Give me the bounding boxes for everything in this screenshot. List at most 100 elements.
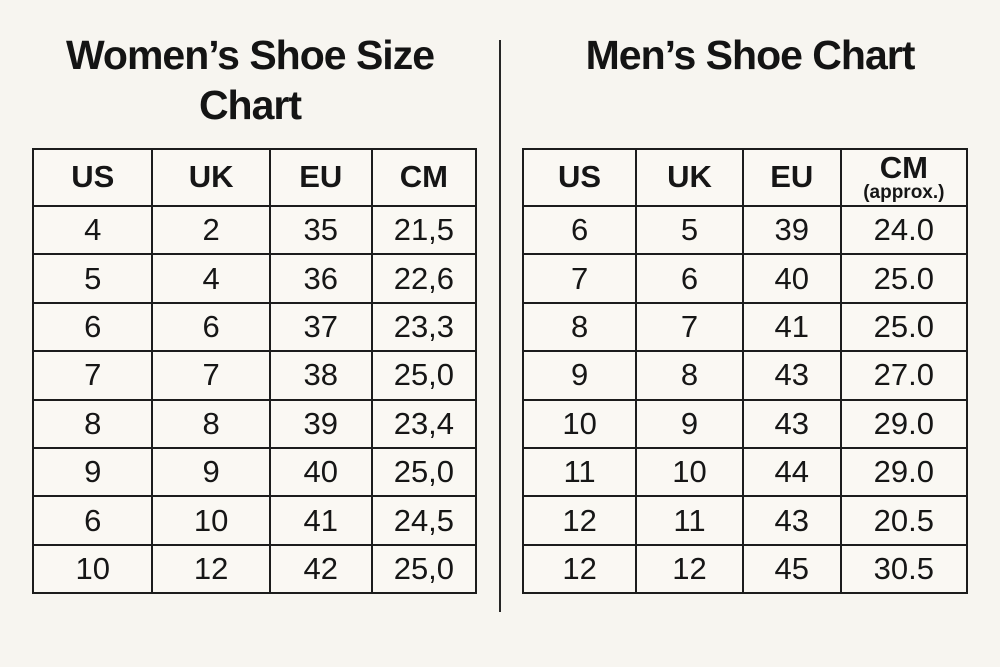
table-cell: 2 [151, 204, 271, 256]
table-cell: 11 [635, 495, 744, 546]
table-cell: 39 [741, 204, 842, 256]
table-cell: 25,0 [370, 350, 478, 401]
table-cell: 45 [741, 543, 842, 595]
table-cell: 6 [521, 204, 638, 256]
column-header: UK [151, 148, 271, 207]
table-row: 6 10 41 24,5 [31, 495, 478, 546]
table-cell: 30.5 [839, 543, 969, 595]
table-cell: 24.0 [839, 204, 969, 256]
table-cell: 7 [635, 301, 744, 353]
table-cell: 8 [151, 398, 271, 449]
table-cell: 22,6 [370, 253, 478, 304]
table-cell: 6 [635, 253, 744, 304]
table-cell: 10 [521, 398, 638, 449]
vertical-divider [499, 40, 501, 612]
table-row: 6 5 39 24.0 [521, 204, 969, 256]
table-cell: 4 [31, 204, 154, 256]
header-row: US UK EU CM [31, 148, 478, 207]
table-cell: 25,0 [370, 543, 478, 595]
table-row: 4 2 35 21,5 [31, 204, 478, 256]
table-row: 8 7 41 25.0 [521, 301, 969, 353]
table-cell: 12 [151, 543, 271, 595]
column-header: UK [635, 148, 744, 207]
table-cell: 43 [741, 495, 842, 546]
table-cell: 25,0 [370, 446, 478, 498]
table-cell: 42 [268, 543, 373, 595]
table-cell: 21,5 [370, 204, 478, 256]
table-row: 9 8 43 27.0 [521, 350, 969, 401]
column-header: CM (approx.) [839, 148, 969, 207]
table-cell: 24,5 [370, 495, 478, 546]
table-row: 8 8 39 23,4 [31, 398, 478, 449]
table-row: 11 10 44 29.0 [521, 446, 969, 498]
table-row: 10 12 42 25,0 [31, 543, 478, 595]
table-cell: 10 [635, 446, 744, 498]
table-cell: 8 [31, 398, 154, 449]
table-cell: 23,3 [370, 301, 478, 353]
table-cell: 43 [741, 398, 842, 449]
table-row: 12 11 43 20.5 [521, 495, 969, 546]
table-cell: 12 [521, 543, 638, 595]
header-row: US UK EU CM (approx.) [521, 148, 969, 207]
table-cell: 40 [741, 253, 842, 304]
womens-title-line1: Women’s Shoe Size [65, 32, 435, 78]
table-cell: 25.0 [839, 301, 969, 353]
table-cell: 39 [268, 398, 373, 449]
column-header: CM [370, 148, 478, 207]
table-cell: 20.5 [839, 495, 969, 546]
column-header-note: (approx.) [863, 181, 945, 203]
womens-chart-section: Women’s Shoe Size Chart US UK EU CM 4 2 35 21,5 5… [0, 0, 500, 595]
womens-chart-title: Women’s Shoe Size Chart [0, 0, 500, 130]
table-cell: 9 [31, 446, 154, 498]
column-header: EU [741, 148, 842, 207]
table-cell: 35 [268, 204, 373, 256]
table-row: 12 12 45 30.5 [521, 543, 969, 595]
table-cell: 44 [741, 446, 842, 498]
column-header: US [521, 148, 638, 207]
table-cell: 41 [268, 495, 373, 546]
mens-chart-section: Men’s Shoe Chart US UK EU CM (approx.) 6 5 39 24… [500, 0, 1000, 667]
mens-chart-title: Men’s Shoe Chart [585, 32, 916, 78]
table-cell: 6 [31, 495, 154, 546]
table-cell: 5 [635, 204, 744, 256]
table-cell: 4 [151, 253, 271, 304]
table-row: 10 9 43 29.0 [521, 398, 969, 449]
table-cell: 8 [635, 350, 744, 401]
table-cell: 10 [31, 543, 154, 595]
table-cell: 23,4 [370, 398, 478, 449]
table-cell: 38 [268, 350, 373, 401]
table-row: 9 9 40 25,0 [31, 446, 478, 498]
table-cell: 36 [268, 253, 373, 304]
table-cell: 43 [741, 350, 842, 401]
table-cell: 29.0 [839, 446, 969, 498]
table-cell: 25.0 [839, 253, 969, 304]
table-row: 6 6 37 23,3 [31, 301, 478, 353]
womens-title-line2: Chart [198, 82, 302, 128]
table-cell: 12 [635, 543, 744, 595]
table-cell: 9 [635, 398, 744, 449]
table-row: 5 4 36 22,6 [31, 253, 478, 304]
womens-size-table: US UK EU CM 4 2 35 21,5 5 4 36 22,6 6 6 37 23,3 7 7 38 25,0… [31, 148, 478, 595]
table-cell: 8 [521, 301, 638, 353]
table-cell: 40 [268, 446, 373, 498]
table-cell: 9 [151, 446, 271, 498]
table-cell: 12 [521, 495, 638, 546]
table-cell: 7 [521, 253, 638, 304]
table-cell: 41 [741, 301, 842, 353]
table-cell: 10 [151, 495, 271, 546]
table-cell: 11 [521, 446, 638, 498]
mens-size-table: US UK EU CM (approx.) 6 5 39 24.0 7 6 40 25.0 8 7 41 25.… [521, 148, 969, 595]
table-cell: 9 [521, 350, 638, 401]
table-cell: 37 [268, 301, 373, 353]
table-cell: 5 [31, 253, 154, 304]
table-cell: 7 [31, 350, 154, 401]
column-header: EU [268, 148, 373, 207]
table-cell: 27.0 [839, 350, 969, 401]
table-cell: 29.0 [839, 398, 969, 449]
column-header: US [31, 148, 154, 207]
table-cell: 6 [151, 301, 271, 353]
table-cell: 7 [151, 350, 271, 401]
table-row: 7 6 40 25.0 [521, 253, 969, 304]
table-row: 7 7 38 25,0 [31, 350, 478, 401]
